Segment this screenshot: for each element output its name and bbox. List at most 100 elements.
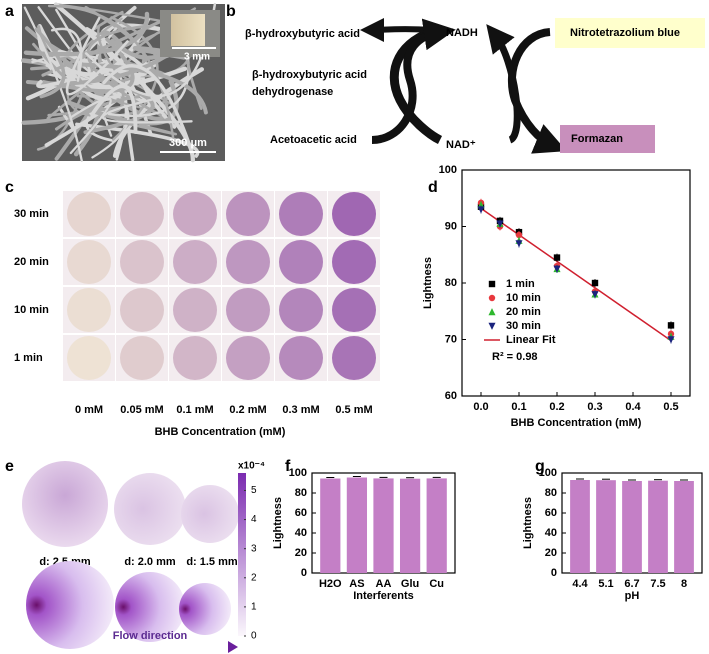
column-label: 0.2 mM [229,404,266,416]
x-tick-label: H2O [319,578,342,590]
panel-label: b [226,3,236,20]
fiber [123,121,177,136]
y-tick-label: 80 [545,487,557,499]
x-tick-label: 0.0 [473,401,488,413]
arrow [486,24,521,144]
colorbar-tick-label: 3 [251,543,257,554]
panel-e: d: 2.5 mm d: 2.0 mm d: 1.5 mm x10⁻⁴ Flow… [5,461,265,653]
annotation: R² = 0.98 [492,351,538,363]
marker [667,336,675,344]
panel-label: f [285,458,291,475]
size-label: d: 2.0 mm [124,556,176,568]
enzyme: β-hydroxybutyric acid [252,69,367,81]
marker [553,254,561,261]
colorbar-unit: x10⁻⁴ [238,461,265,472]
bar [320,478,341,573]
x-tick-label: Glu [401,578,419,590]
fiber [90,84,138,134]
y-tick-label: 60 [295,507,307,519]
x-tick-label: 6.7 [624,578,639,590]
spot [181,485,239,543]
y-tick-label: 100 [439,164,457,176]
swatch [173,192,217,236]
panel-a: 3 mm 300 μm [21,2,225,163]
marker [591,291,599,299]
column-label: 0 mM [75,404,103,416]
swatch [226,288,270,332]
row-label: 10 min [14,304,49,316]
fiber [23,6,83,162]
simulation [179,583,231,635]
colorbar [238,473,246,636]
y-tick-label: 60 [445,390,457,402]
fiber [81,62,208,115]
row-label: 30 min [14,208,49,220]
colorbar-tick-label: 0 [251,631,257,642]
flow-label: Flow direction [113,630,188,642]
fiber [102,64,195,156]
product: Acetoacetic acid [270,134,357,146]
fiber [101,96,193,124]
marker [667,322,675,329]
inset-scale: 3 mm [184,52,210,63]
legend-marker [488,280,496,288]
swatch [173,336,217,380]
bar [346,477,368,573]
legend-label: 10 min [506,292,541,304]
y-tick-label: 40 [545,527,557,539]
swatch [120,288,164,332]
y-tick-label: 90 [445,220,457,232]
bar [596,480,616,573]
swatch [226,192,270,236]
swatch [332,288,376,332]
column-label: 0.1 mM [176,404,213,416]
y-tick-label: 20 [545,547,557,559]
column-label: 0.3 mM [282,404,319,416]
swatch [120,240,164,284]
x-tick-label: 5.1 [598,578,613,590]
y-axis-label: Lightness [272,497,284,549]
nadh: NADH [446,27,478,39]
swatch [279,240,323,284]
legend-label: 1 min [506,278,535,290]
y-tick-label: 80 [295,487,307,499]
y-tick-label: 20 [295,547,307,559]
fiber [47,4,175,142]
fiber [41,12,178,77]
marker [515,231,523,239]
scale-label: 300 μm [169,137,207,149]
substrate: β-hydroxybutyric acid [245,28,360,40]
bar [399,478,421,573]
x-axis-label: pH [625,590,640,602]
y-tick-label: 70 [445,333,457,345]
x-tick-label: 4.4 [572,578,588,590]
fiber [34,27,66,99]
column-label: 0.05 mM [120,404,163,416]
colorbar-tick-label: 4 [251,514,257,525]
y-tick-label: 0 [301,567,307,579]
x-tick-label: 7.5 [650,578,665,590]
x-tick-label: Cu [429,578,444,590]
colorbar-tick-label: 1 [251,602,257,613]
x-tick-label: 8 [681,578,687,590]
bar [570,480,590,573]
fiber [50,27,83,82]
simulation [26,561,114,649]
x-axis-label: BHB Concentration (mM) [155,426,286,438]
swatch [332,192,376,236]
panel-label: a [5,3,14,20]
arrow [360,17,433,42]
x-tick-label: 0.1 [511,401,526,413]
colorbar-tick-label: 5 [251,485,257,496]
panel-b: β-hydroxybutyric acid β-hydroxybutyric a… [245,17,705,154]
enzyme: dehydrogenase [252,86,333,98]
colorbar-tick-label: 2 [251,572,257,583]
legend-label: 20 min [506,306,541,318]
legend-marker [488,322,496,330]
swatch [332,240,376,284]
panel-label: e [5,458,14,475]
swatch [226,240,270,284]
fiber [97,26,119,75]
dye-box [555,18,705,48]
fiber [65,16,129,96]
